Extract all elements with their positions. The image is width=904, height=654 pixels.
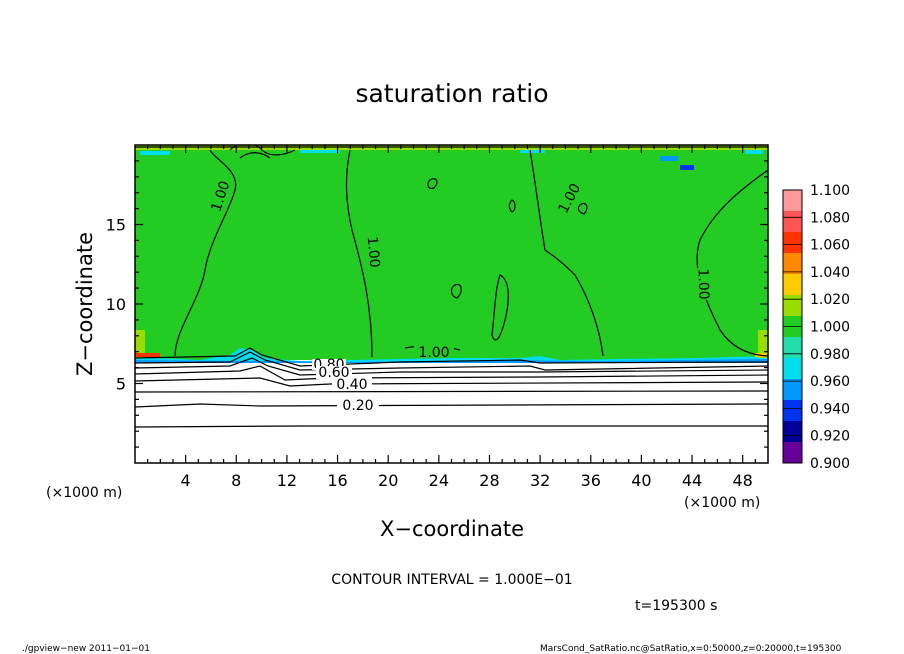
x-tick-label: 24: [429, 471, 449, 490]
colorbar-swatch: [783, 358, 802, 380]
x-unit-right: (×1000 m): [684, 495, 760, 511]
top-noise: [140, 150, 763, 170]
colorbar-swatch: [783, 274, 802, 296]
colorbar-swatch: [783, 232, 802, 254]
x-axis-tick-labels: 4 8 12 16 20 24 28 32 36 40 44 48: [181, 471, 753, 490]
footer-right: MarsCond_SatRatio.nc@SatRatio,x=0:50000,…: [540, 644, 842, 654]
colorbar-label: 0.960: [810, 374, 850, 390]
colorbar-swatch: [783, 295, 802, 317]
x-tick-label: 44: [682, 471, 702, 490]
colorbar-swatch: [783, 337, 802, 359]
x-tick-label: 20: [378, 471, 398, 490]
y-tick-label: 5: [116, 375, 126, 394]
contour-interval-note: CONTOUR INTERVAL = 1.000E−01: [331, 572, 572, 588]
y-axis-ticks: [135, 160, 768, 448]
colorbar-swatch: [783, 400, 802, 422]
x-tick-label: 32: [530, 471, 550, 490]
colorbar-label: 0.940: [810, 401, 850, 417]
x-tick-label: 12: [277, 471, 297, 490]
time-stamp: t=195300 s: [635, 598, 717, 614]
colorbar-label: 0.920: [810, 429, 850, 445]
y-axis-label: Z−coordinate: [73, 232, 97, 376]
colorbar-swatch: [783, 442, 802, 464]
colorbar-label: 0.900: [810, 456, 850, 472]
colorbar-label: 1.020: [810, 292, 850, 308]
x-axis-ticks: [147, 145, 756, 463]
x-tick-label: 16: [327, 471, 347, 490]
x-tick-label: 28: [479, 471, 499, 490]
x-tick-label: 48: [733, 471, 753, 490]
contour-lines: [135, 145, 768, 428]
colorbar-label: 1.100: [810, 183, 850, 199]
colorbar-label: 1.080: [810, 210, 850, 226]
saturated-region: [135, 145, 768, 360]
x-tick-label: 40: [631, 471, 651, 490]
colorbar-label: 1.040: [810, 265, 850, 281]
footer-left: ./gpview−new 2011−01−01: [22, 644, 150, 654]
contour-label-5: 1.00: [418, 345, 449, 361]
colorbar-swatch: [783, 211, 802, 233]
colorbar-swatch: [783, 379, 802, 401]
chart-title: saturation ratio: [355, 79, 548, 108]
colorbar-swatch: [783, 190, 802, 212]
x-tick-label: 8: [231, 471, 241, 490]
field-area: 1.00 1.00 1.00 1.00 1.00 0.80 0.60 0.40 …: [135, 145, 768, 463]
colorbar-label: 1.000: [810, 320, 850, 336]
x-axis-label: X−coordinate: [380, 517, 524, 541]
contour-label-4: 1.00: [694, 268, 711, 300]
colorbar-label: 1.060: [810, 238, 850, 254]
y-axis-tick-labels: 5 10 15: [106, 216, 126, 394]
colorbar-swatch: [783, 421, 802, 443]
x-unit-left: (×1000 m): [46, 485, 122, 501]
x-tick-label: 4: [181, 471, 191, 490]
contour-label-2: 1.00: [364, 236, 383, 268]
contour-label-8: 0.40: [336, 377, 367, 393]
x-tick-label: 36: [581, 471, 601, 490]
colorbar-swatch: [783, 253, 802, 275]
colorbar-label: 0.980: [810, 347, 850, 363]
y-tick-label: 15: [106, 216, 126, 235]
y-tick-label: 10: [106, 295, 126, 314]
colorbar: 1.100 1.080 1.060 1.040 1.020 1.000 0.980 0.960…: [782, 183, 850, 472]
unsaturated-region: [135, 355, 768, 463]
contour-label-9: 0.20: [342, 398, 373, 414]
